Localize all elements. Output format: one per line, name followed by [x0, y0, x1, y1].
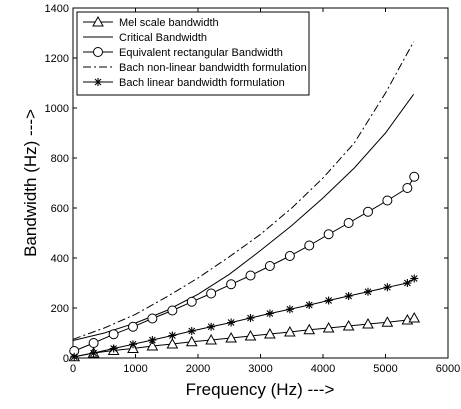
- data-point: [245, 270, 256, 281]
- data-point: [167, 305, 178, 316]
- data-point: [342, 319, 355, 331]
- legend-item: Mel scale bandwidth: [83, 15, 219, 29]
- data-point: [322, 321, 335, 333]
- data-point: [186, 296, 197, 307]
- y-tick-label: 400: [51, 253, 69, 265]
- data-point: [187, 327, 196, 335]
- legend-label: Critical Bandwidth: [119, 32, 207, 44]
- data-point: [381, 316, 394, 327]
- series-4: [70, 274, 419, 361]
- legend-box: [76, 11, 310, 96]
- data-point: [265, 309, 274, 318]
- y-tick-label: 800: [51, 153, 69, 165]
- data-point: [168, 331, 177, 340]
- legend-label: Bach non-linear bandwidth formulation: [119, 62, 307, 74]
- legend-label: Mel scale bandwidth: [119, 17, 219, 29]
- data-point: [364, 287, 372, 296]
- data-point: [403, 279, 412, 287]
- data-point: [409, 171, 420, 182]
- data-point: [402, 183, 413, 193]
- x-tick-label: 2000: [186, 363, 210, 375]
- data-point: [324, 296, 333, 305]
- legend-marker: [94, 78, 102, 86]
- data-point: [344, 292, 353, 300]
- series-layer: [68, 41, 421, 362]
- data-point: [246, 314, 255, 322]
- axes-layer: 0 1000 2000 3000 4000 5000 6000 0 200 400 600 800 10…: [45, 3, 461, 375]
- data-point: [382, 195, 393, 206]
- x-tick-label: 4000: [311, 363, 335, 375]
- data-point: [383, 283, 392, 292]
- data-point: [146, 339, 159, 351]
- data-point: [284, 325, 296, 337]
- data-point: [89, 349, 98, 357]
- legend-label: Bach linear bandwidth formulation: [119, 77, 285, 89]
- data-point: [343, 218, 354, 228]
- data-point: [166, 337, 179, 349]
- y-tick-label: 600: [51, 203, 69, 215]
- data-point: [207, 322, 216, 331]
- data-point: [284, 251, 295, 261]
- data-point: [226, 279, 237, 290]
- legend-label: Equivalent rectangular Bandwidth: [119, 47, 283, 59]
- data-point: [303, 323, 316, 335]
- series-line: [72, 41, 415, 340]
- data-point: [148, 336, 157, 344]
- data-point: [205, 333, 217, 345]
- data-point: [88, 338, 99, 348]
- data-point: [408, 311, 421, 323]
- y-tick-label: 0: [63, 353, 69, 365]
- series-0: [68, 311, 421, 362]
- data-point: [305, 301, 314, 309]
- legend: Mel scale bandwidth Critical Bandwidth Equ…: [76, 11, 310, 96]
- data-point: [108, 329, 119, 340]
- data-point: [323, 229, 334, 240]
- x-tick-label: 3000: [248, 363, 272, 375]
- data-point: [70, 352, 79, 361]
- y-tick-label: 200: [51, 303, 69, 315]
- series-3: [72, 41, 415, 340]
- data-point: [264, 261, 275, 271]
- data-point: [128, 321, 138, 332]
- data-point: [147, 313, 158, 324]
- x-tick-label: 6000: [436, 363, 460, 375]
- data-point: [362, 317, 374, 329]
- x-tick-label: 1000: [123, 363, 147, 375]
- data-point: [304, 240, 315, 251]
- legend-marker: [92, 15, 104, 27]
- series-2: [69, 171, 420, 356]
- y-tick-label: 1400: [45, 3, 69, 15]
- data-point: [410, 274, 419, 283]
- y-axis-title: Bandwidth (Hz) --->: [21, 109, 40, 257]
- legend-item: Critical Bandwidth: [83, 32, 207, 44]
- data-point: [185, 335, 198, 347]
- legend-item: Bach linear bandwidth formulation: [83, 77, 285, 89]
- data-point: [244, 329, 257, 341]
- data-point: [227, 318, 236, 327]
- y-tick-label: 1000: [45, 103, 69, 115]
- y-tick-label: 1200: [45, 53, 69, 65]
- x-tick-label: 5000: [373, 363, 397, 375]
- data-point: [225, 331, 237, 343]
- x-axis-title: Frequency (Hz) --->: [186, 380, 335, 399]
- legend-item: Bach non-linear bandwidth formulation: [83, 62, 307, 74]
- data-point: [285, 305, 294, 314]
- data-point: [129, 340, 137, 349]
- legend-marker: [93, 47, 103, 57]
- legend-item: Equivalent rectangular Bandwidth: [83, 47, 283, 59]
- x-tick-label: 0: [70, 363, 76, 375]
- data-point: [109, 344, 118, 353]
- data-point: [264, 327, 276, 339]
- data-point: [206, 288, 217, 299]
- data-point: [363, 206, 373, 217]
